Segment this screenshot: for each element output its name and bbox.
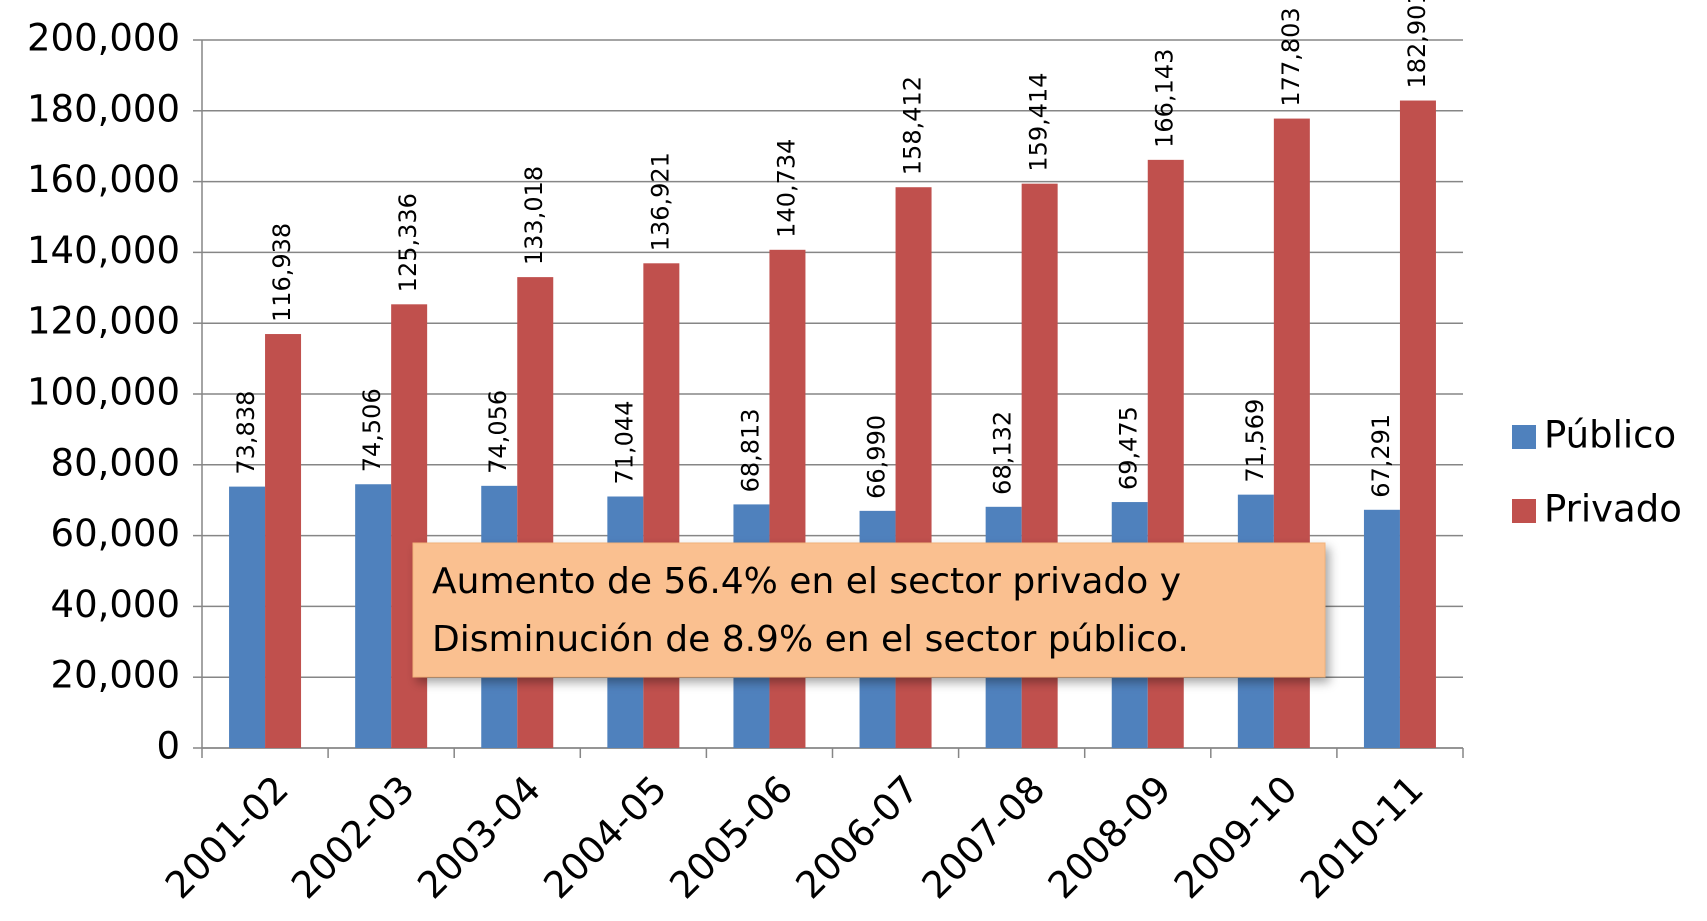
data-label: 125,336 bbox=[394, 193, 422, 292]
y-tick-label: 100,000 bbox=[27, 371, 180, 414]
bar bbox=[229, 486, 266, 748]
y-tick-label: 80,000 bbox=[51, 441, 180, 484]
data-label: 158,412 bbox=[899, 76, 927, 175]
y-tick-label: 140,000 bbox=[27, 229, 180, 272]
data-label: 71,044 bbox=[610, 401, 638, 485]
bar bbox=[391, 304, 428, 748]
data-label: 68,813 bbox=[736, 408, 764, 492]
data-label: 182,901 bbox=[1403, 0, 1431, 89]
y-tick-label: 0 bbox=[156, 725, 180, 768]
x-tick-label: 2004-05 bbox=[535, 767, 675, 907]
legend-label: Público bbox=[1544, 414, 1676, 457]
data-label: 166,143 bbox=[1151, 49, 1179, 148]
annotation-box bbox=[412, 542, 1326, 678]
data-label: 71,569 bbox=[1241, 399, 1269, 483]
x-tick-label: 2007-08 bbox=[914, 767, 1054, 907]
annotation-text: Aumento de 56.4% en el sector privado y bbox=[432, 561, 1181, 602]
data-label: 68,132 bbox=[989, 411, 1017, 495]
data-label: 74,506 bbox=[358, 388, 386, 472]
y-tick-label: 200,000 bbox=[27, 17, 180, 60]
x-tick-label: 2001-02 bbox=[157, 767, 297, 907]
y-tick-label: 20,000 bbox=[51, 654, 180, 697]
annotation-text: Disminución de 8.9% en el sector público… bbox=[432, 619, 1189, 660]
y-tick-label: 120,000 bbox=[27, 300, 180, 343]
y-tick-label: 160,000 bbox=[27, 158, 180, 201]
data-label: 66,990 bbox=[863, 415, 891, 499]
y-tick-label: 40,000 bbox=[51, 583, 180, 626]
x-tick-label: 2005-06 bbox=[662, 767, 802, 907]
x-tick-label: 2002-03 bbox=[283, 767, 423, 907]
data-label: 69,475 bbox=[1115, 406, 1143, 490]
legend-swatch bbox=[1512, 499, 1536, 523]
data-label: 177,803 bbox=[1277, 7, 1305, 106]
bar bbox=[355, 484, 392, 748]
bar bbox=[1363, 509, 1400, 748]
data-label: 136,921 bbox=[646, 152, 674, 251]
x-tick-label: 2006-07 bbox=[788, 767, 928, 907]
data-label: 159,414 bbox=[1025, 72, 1053, 171]
x-tick-label: 2008-09 bbox=[1040, 767, 1180, 907]
bar bbox=[1399, 100, 1436, 748]
data-label: 116,938 bbox=[268, 223, 296, 322]
x-tick-label: 2010-11 bbox=[1292, 767, 1432, 907]
data-label: 73,838 bbox=[232, 391, 260, 475]
legend-label: Privado bbox=[1544, 488, 1682, 531]
data-label: 133,018 bbox=[520, 166, 548, 265]
legend-swatch bbox=[1512, 425, 1536, 449]
data-label: 74,056 bbox=[484, 390, 512, 474]
y-tick-label: 180,000 bbox=[27, 87, 180, 130]
data-label: 140,734 bbox=[772, 139, 800, 238]
x-tick-label: 2003-04 bbox=[409, 767, 549, 907]
x-tick-label: 2009-10 bbox=[1166, 767, 1306, 907]
y-tick-label: 60,000 bbox=[51, 512, 180, 555]
data-label: 67,291 bbox=[1367, 414, 1395, 498]
bar bbox=[265, 334, 302, 748]
